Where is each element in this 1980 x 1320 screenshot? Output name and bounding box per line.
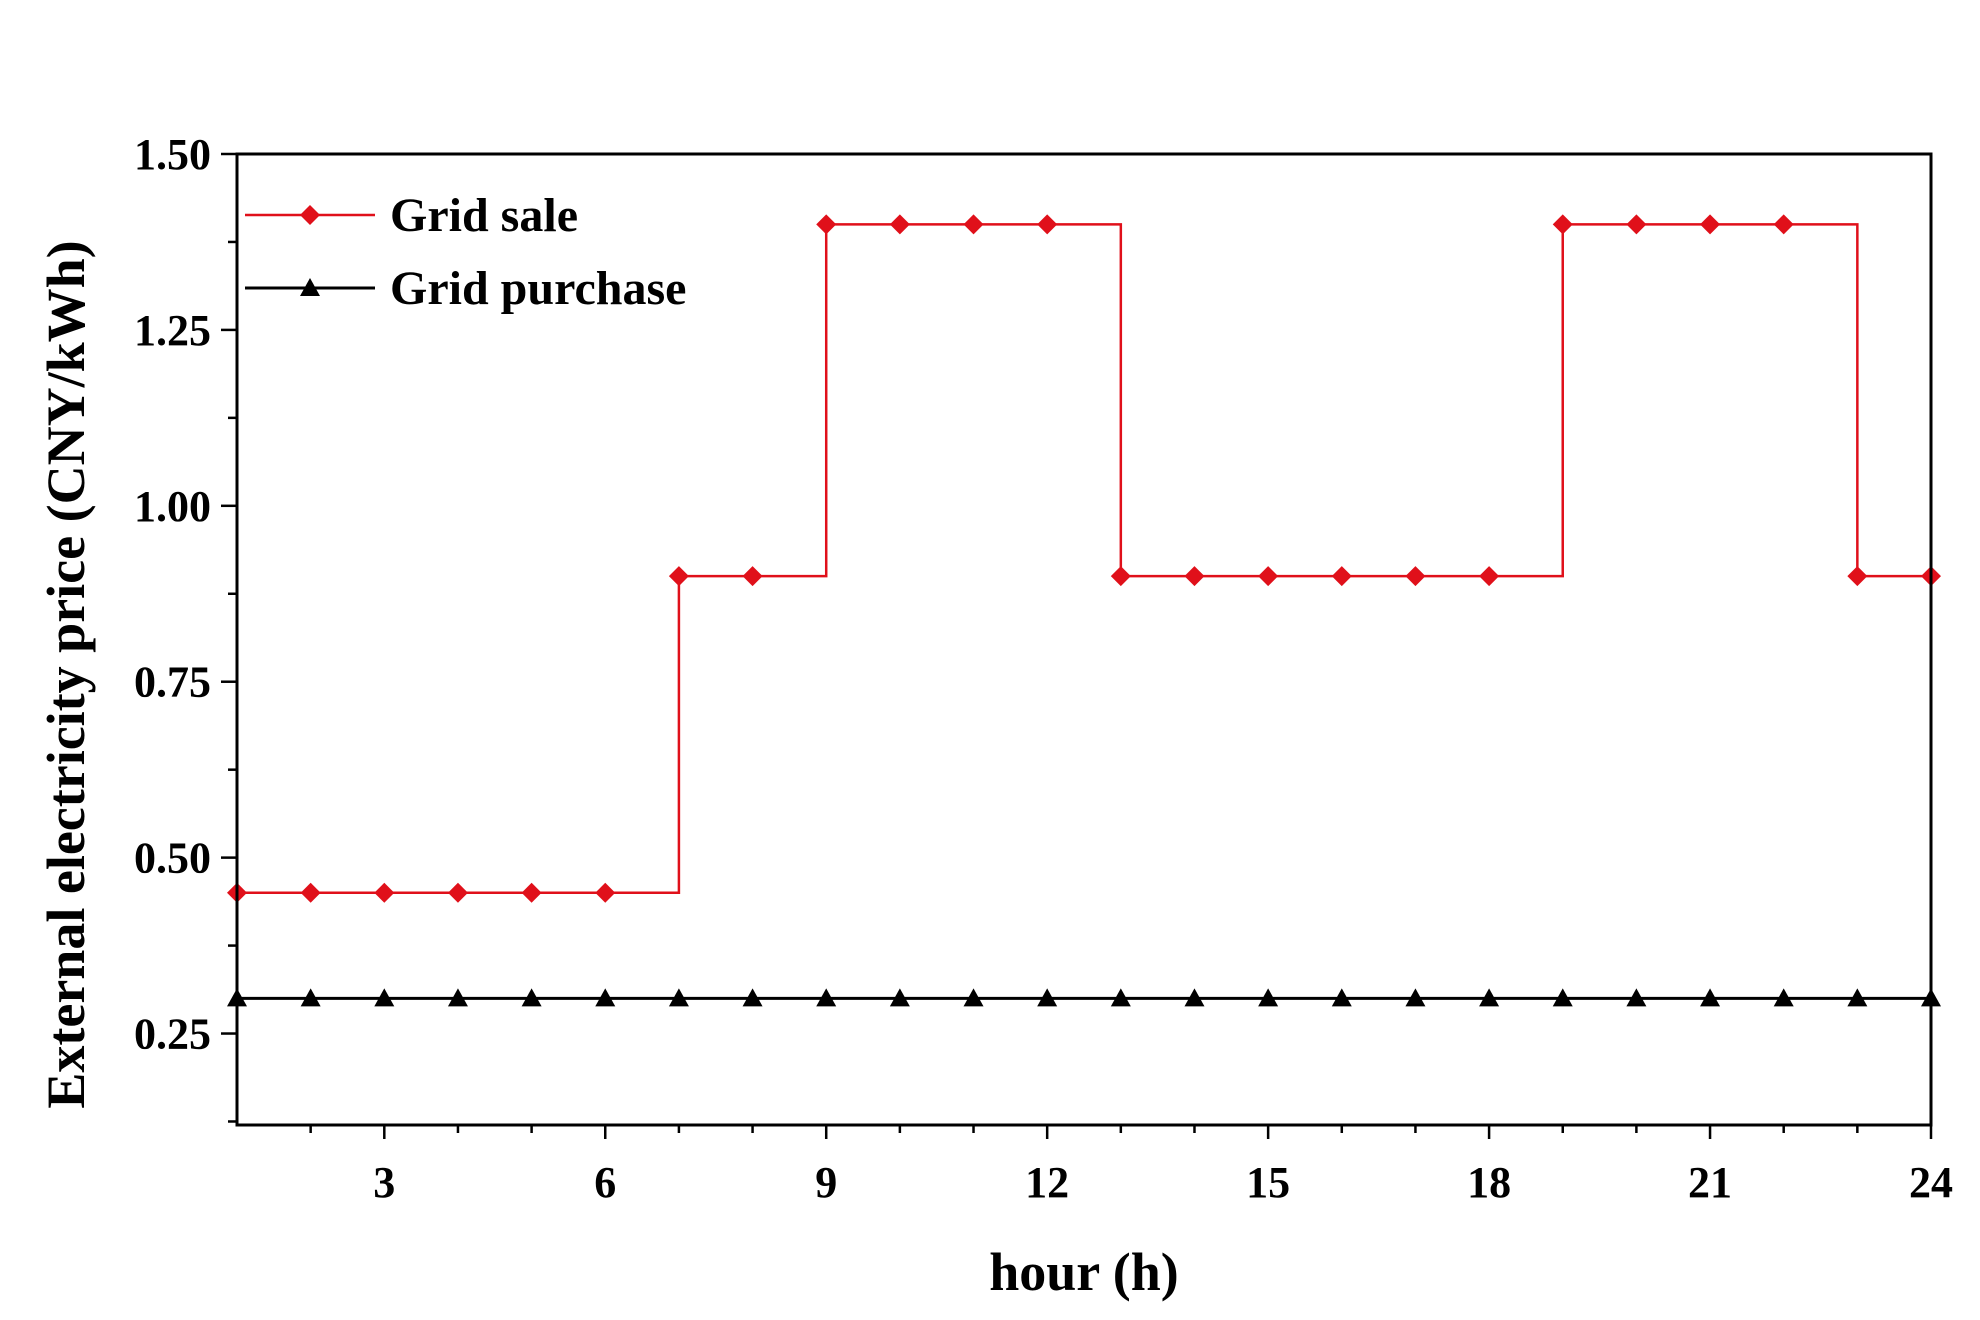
point-grid-purchase-21 [1700,988,1721,1007]
point-grid-sale-8 [742,566,763,587]
point-grid-purchase-13 [1110,988,1131,1007]
point-grid-sale-22 [1773,214,1794,235]
point-grid-purchase-17 [1405,988,1426,1007]
point-grid-purchase-7 [668,988,689,1007]
x-tick-label-6: 6 [594,1158,616,1207]
point-grid-sale-4 [447,882,468,903]
point-grid-purchase-9 [816,988,837,1007]
x-tick-label-18: 18 [1467,1158,1511,1207]
point-grid-purchase-20 [1626,988,1647,1007]
point-grid-sale-9 [816,214,837,235]
x-tick-label-24: 24 [1909,1158,1953,1207]
series-layer [227,214,1941,1007]
point-grid-purchase-19 [1552,988,1573,1007]
point-grid-purchase-2 [300,988,321,1007]
point-grid-sale-12 [1037,214,1058,235]
point-grid-purchase-14 [1184,988,1205,1007]
ticks-layer: 3 6 9 12 15 18 21 24 0.25 0.50 0.75 1.00 1.25 1.50 [134,130,1953,1207]
y-tick-label-0.50: 0.50 [134,834,211,883]
point-grid-purchase-5 [521,988,542,1007]
y-tick-label-1.50: 1.50 [134,130,211,179]
legend-marker-shape [300,205,320,225]
point-grid-purchase-10 [889,988,910,1007]
series-line-grid-sale [237,223,1931,895]
point-grid-sale-10 [889,214,910,235]
legend-label-grid-sale: Grid sale [390,189,578,242]
point-grid-sale-2 [300,882,321,903]
point-grid-purchase-18 [1479,988,1500,1007]
x-tick-label-12: 12 [1025,1158,1069,1207]
plot-frame [235,152,1933,1127]
point-grid-sale-23 [1847,566,1868,587]
point-grid-sale-21 [1700,214,1721,235]
y-tick-label-0.75: 0.75 [134,658,211,707]
point-grid-purchase-6 [595,988,616,1007]
point-grid-sale-20 [1626,214,1647,235]
point-grid-purchase-4 [447,988,468,1007]
y-tick-label-1.25: 1.25 [134,306,211,355]
point-grid-purchase-23 [1847,988,1868,1007]
legend: Grid sale Grid purchase [245,189,686,315]
legend-marker-shape [300,278,320,296]
point-grid-sale-15 [1258,566,1279,587]
point-grid-purchase-22 [1773,988,1794,1007]
y-tick-label-0.25: 0.25 [134,1010,211,1059]
x-tick-label-3: 3 [373,1158,395,1207]
point-grid-purchase-15 [1258,988,1279,1007]
point-grid-sale-3 [374,882,395,903]
point-grid-sale-14 [1184,566,1205,587]
legend-label-grid-purchase: Grid purchase [390,262,686,315]
x-axis-title: hour (h) [989,1242,1179,1302]
point-grid-sale-16 [1331,566,1352,587]
point-grid-purchase-3 [374,988,395,1007]
legend-marker-grid-purchase [300,278,320,296]
point-grid-sale-5 [521,882,542,903]
point-grid-sale-13 [1110,566,1131,587]
y-tick-label-1.00: 1.00 [134,482,211,531]
point-grid-sale-7 [668,566,689,587]
point-grid-purchase-8 [742,988,763,1007]
x-tick-label-9: 9 [815,1158,837,1207]
y-axis-title: External electricity price (CNY/kWh) [36,240,96,1108]
point-grid-sale-17 [1405,566,1426,587]
legend-marker-grid-sale [300,205,320,225]
point-grid-sale-18 [1479,566,1500,587]
point-grid-sale-19 [1552,214,1573,235]
point-grid-sale-11 [963,214,984,235]
point-grid-purchase-11 [963,988,984,1007]
point-grid-purchase-12 [1037,988,1058,1007]
x-tick-label-15: 15 [1246,1158,1290,1207]
point-grid-sale-6 [595,882,616,903]
x-tick-label-21: 21 [1688,1158,1732,1207]
point-grid-purchase-16 [1331,988,1352,1007]
